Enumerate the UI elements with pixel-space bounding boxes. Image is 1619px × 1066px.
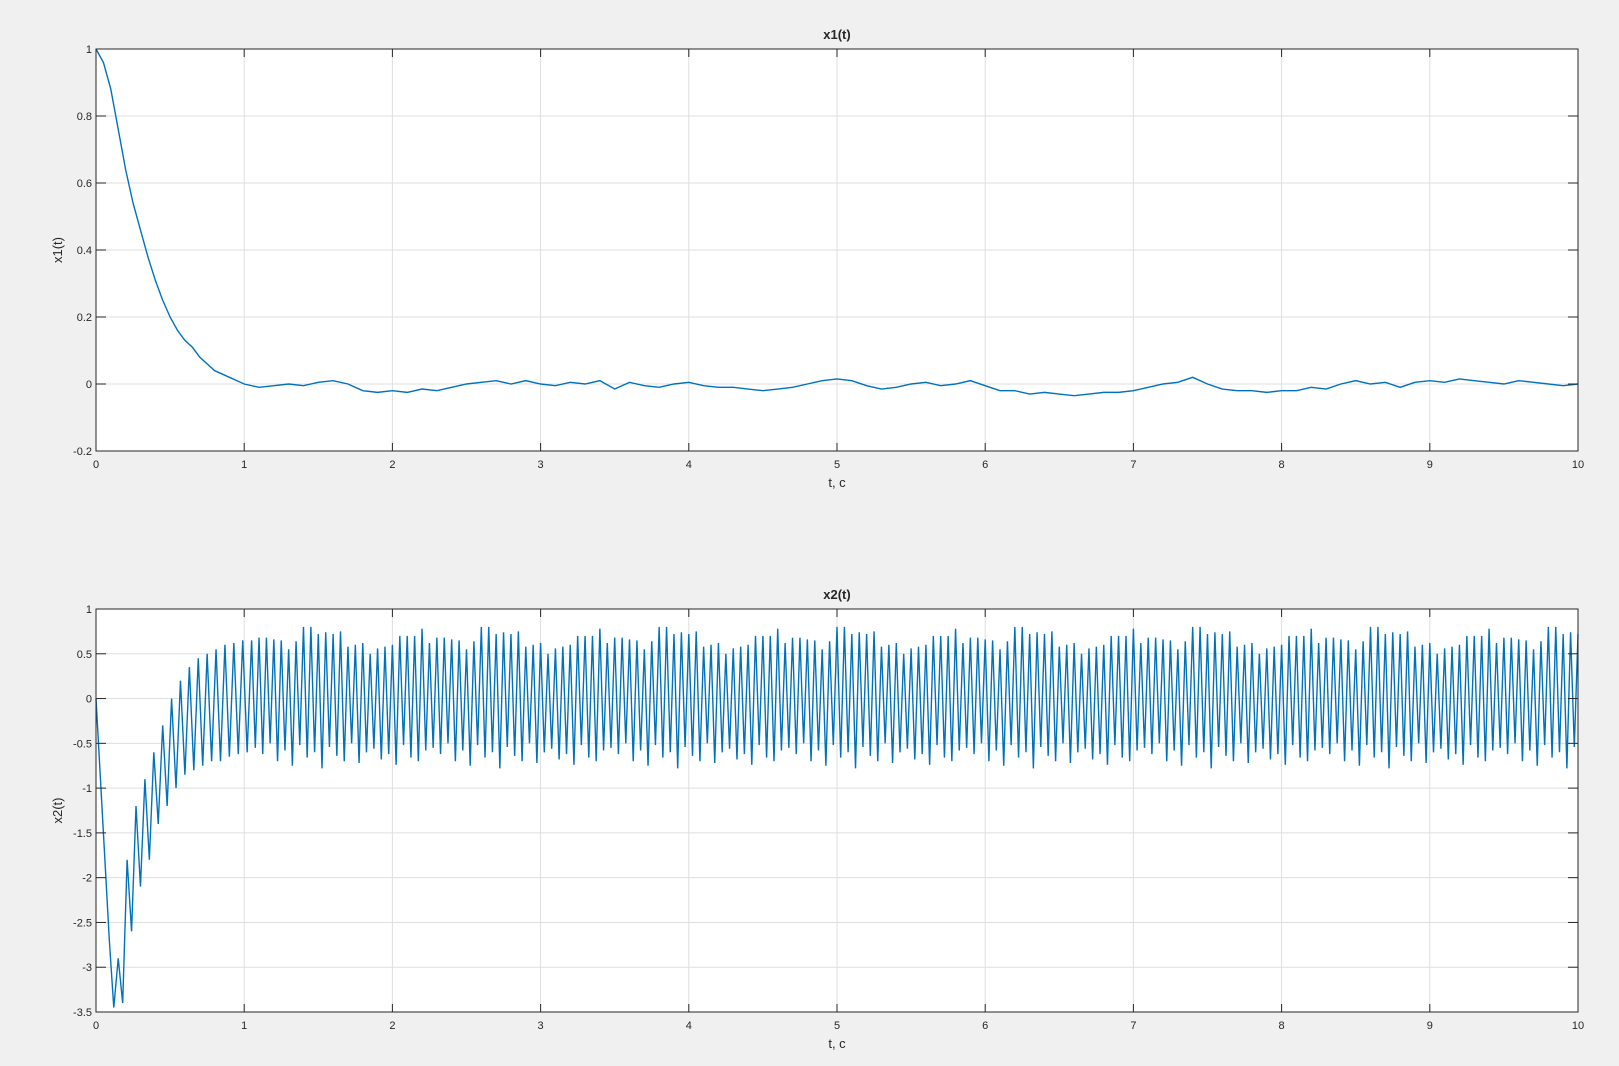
x1-x-tick-label: 9 [1427, 459, 1433, 471]
x1-y-tick-label: 1 [86, 44, 92, 56]
x2-x-axis-label: t, c [828, 1036, 846, 1051]
x1-x-tick-label: 10 [1572, 459, 1584, 471]
x2-y-tick-label: -2 [82, 873, 92, 885]
x2-x-tick-label: 1 [241, 1020, 247, 1032]
x1-ticks: 0 1 2 3 4 5 6 7 8 9 10-0.200.20.40.60.81 [73, 44, 1584, 471]
x2-y-tick-label: 0 [86, 694, 92, 706]
x2-x-tick-label: 7 [1130, 1020, 1136, 1032]
x1-x-tick-label: 8 [1279, 459, 1285, 471]
x2-x-tick-label: 9 [1427, 1020, 1433, 1032]
x2-series-line [95, 626, 1579, 1008]
x1-y-tick-label: 0 [86, 379, 92, 391]
x2-y-tick-label: -1.5 [73, 828, 92, 840]
x2-y-tick-label: 1 [86, 604, 92, 616]
x1-x-tick-label: 4 [686, 459, 692, 471]
x1-x-tick-label: 6 [982, 459, 988, 471]
x1-x-tick-label: 5 [834, 459, 840, 471]
x2-axes: 0 1 2 3 4 5 6 7 8 9 10-3.5-3-2.5-2-1.5-1-0.500.51 … [50, 587, 1584, 1051]
x2-ticks: 0 1 2 3 4 5 6 7 8 9 10 -3.5 -3 -2.5 -2 -1.5 -1 -0.5 0 0.5 1 [73, 604, 1584, 1032]
x2-chart-title: x2(t) [823, 587, 850, 602]
x2-y-tick-label: 0.5 [77, 649, 92, 661]
x1-x-tick-label: 3 [538, 459, 544, 471]
x1-x-tick-label: 7 [1130, 459, 1136, 471]
x2-y-tick-label: -0.5 [73, 738, 92, 750]
x2-y-tick-label: -1 [82, 783, 92, 795]
x1-y-tick-label: 0.8 [77, 111, 92, 123]
x1-y-tick-label: 0.6 [77, 178, 92, 190]
x1-y-tick-label: -0.2 [73, 446, 92, 458]
x1-y-axis-label: x1(t) [50, 237, 65, 263]
x1-x-tick-label: 0 [93, 459, 99, 471]
x2-x-tick-label: 0 [93, 1020, 99, 1032]
x2-x-tick-label: 10 [1572, 1020, 1584, 1032]
x2-x-tick-label: 8 [1279, 1020, 1285, 1032]
x1-x-axis-label: t, c [828, 475, 846, 490]
x1-series-line [95, 48, 1579, 397]
x2-y-tick-label: -3 [82, 962, 92, 974]
x1-x-tick-label: 2 [389, 459, 395, 471]
x2-y-axis-label: x2(t) [50, 798, 65, 824]
x1-y-tick-label: 0.4 [77, 245, 92, 257]
x2-x-tick-label: 2 [389, 1020, 395, 1032]
x1-axes: 0 1 2 3 4 5 6 7 8 9 10-0.200.20.40.60.81 x1(t) t, … [50, 27, 1584, 490]
x2-y-tick-label: -3.5 [73, 1007, 92, 1019]
x2-x-tick-label: 3 [538, 1020, 544, 1032]
x2-x-tick-label: 5 [834, 1020, 840, 1032]
x1-y-tick-label: 0.2 [77, 312, 92, 324]
x2-x-tick-label: 4 [686, 1020, 692, 1032]
x2-y-tick-label: -2.5 [73, 917, 92, 929]
x1-chart-title: x1(t) [823, 27, 850, 42]
x2-x-tick-label: 6 [982, 1020, 988, 1032]
x1-x-tick-label: 1 [241, 459, 247, 471]
